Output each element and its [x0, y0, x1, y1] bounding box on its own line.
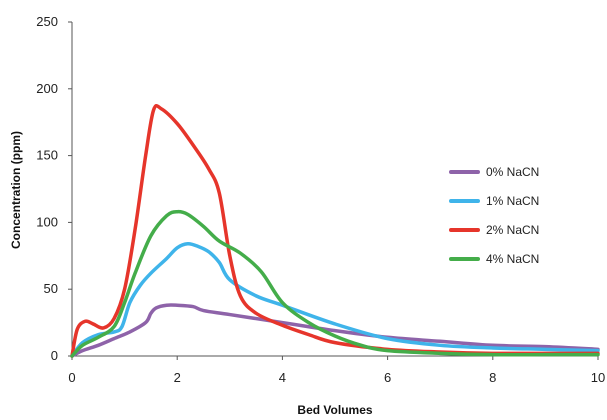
y-tick-label: 250	[36, 14, 58, 29]
x-tick-label: 8	[489, 370, 496, 385]
y-tick-label: 50	[44, 281, 58, 296]
legend-label: 0% NaCN	[486, 165, 539, 179]
x-ticks: 0 2 4 6 8 10	[68, 356, 605, 385]
legend-label: 4% NaCN	[486, 252, 539, 266]
y-tick-label: 0	[51, 348, 58, 363]
x-axis-title: Bed Volumes	[297, 403, 372, 417]
legend: 0% NaCN 1% NaCN 2% NaCN 4% NaCN	[449, 165, 539, 266]
y-tick-label: 200	[36, 81, 58, 96]
series-line-1-nacn	[70, 242, 600, 358]
x-tick-label: 6	[384, 370, 391, 385]
y-tick-label: 100	[36, 214, 58, 229]
y-ticks: 0 50 100 150 200 250	[36, 14, 72, 363]
series-line-0-nacn	[70, 303, 600, 358]
x-tick-label: 4	[279, 370, 286, 385]
x-tick-label: 2	[174, 370, 181, 385]
series-lines	[70, 103, 600, 358]
x-tick-label: 10	[591, 370, 605, 385]
x-tick-label: 0	[68, 370, 75, 385]
y-tick-label: 150	[36, 148, 58, 163]
axes	[71, 22, 598, 357]
legend-label: 1% NaCN	[486, 194, 539, 208]
series-line-4-nacn	[70, 209, 600, 358]
y-axis-title: Concentration (ppm)	[9, 131, 23, 249]
legend-label: 2% NaCN	[486, 223, 539, 237]
